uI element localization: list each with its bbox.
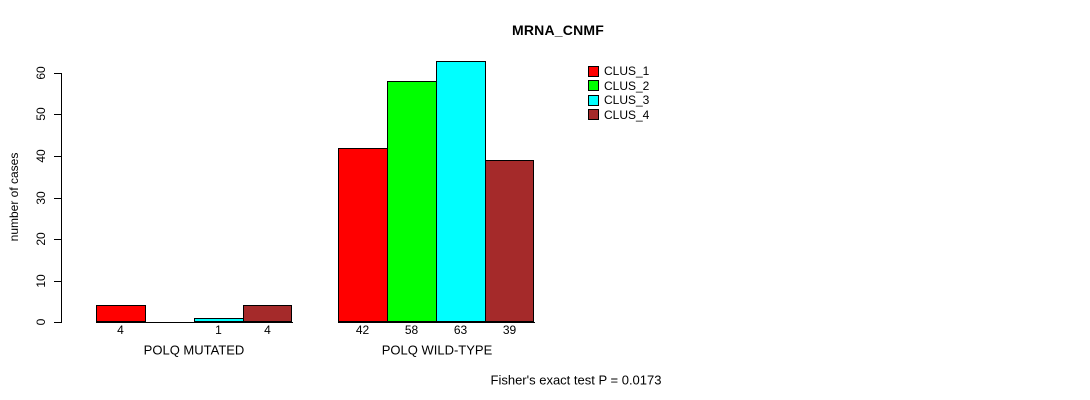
y-tick-label: 40 (34, 149, 48, 163)
y-tick-label: 50 (34, 107, 48, 121)
legend-label: CLUS_4 (604, 107, 650, 122)
legend-label: CLUS_3 (604, 93, 650, 107)
group-baseline (338, 322, 535, 323)
y-tick-label: 60 (34, 66, 48, 80)
legend-swatch-icon (588, 65, 599, 77)
bar-count-label: 4 (117, 323, 124, 337)
bar-count-label: 63 (453, 323, 468, 337)
legend-label: CLUS_1 (604, 64, 650, 78)
bar-count-label: 42 (355, 323, 370, 337)
legend-swatch-icon (588, 109, 599, 120)
y-tick (54, 114, 61, 115)
bar-clus_3-group0 (194, 318, 244, 322)
y-axis-line (61, 73, 62, 323)
bar-count-label: 58 (404, 323, 419, 337)
chart-title: MRNA_CNMF (511, 22, 605, 38)
bar-count-label: 1 (215, 323, 222, 337)
x-group-label-mutated: POLQ MUTATED (143, 342, 245, 358)
group-baseline (96, 322, 293, 323)
legend-row-clus_4: CLUS_4 (588, 108, 649, 122)
y-tick (54, 281, 61, 282)
y-tick-label: 10 (34, 274, 48, 288)
y-tick (54, 198, 61, 199)
y-tick-label: 30 (34, 191, 48, 205)
legend-row-clus_1: CLUS_1 (588, 64, 649, 78)
y-tick-label: 0 (34, 318, 48, 326)
y-tick-label: 20 (34, 232, 48, 246)
legend-swatch-icon (588, 80, 599, 91)
fisher-test-annotation: Fisher's exact test P = 0.0173 (490, 372, 662, 388)
legend-row-clus_3: CLUS_3 (588, 93, 649, 107)
bar-clus_1-group1 (338, 148, 388, 322)
legend-row-clus_2: CLUS_2 (588, 79, 649, 93)
legend: CLUS_1 CLUS_2 CLUS_3 CLUS_4 (588, 64, 649, 122)
y-tick (54, 73, 61, 74)
legend-label: CLUS_2 (604, 78, 650, 93)
legend-swatch-icon (588, 94, 599, 106)
y-axis-title: number of cases (7, 152, 21, 242)
bar-count-label: 4 (264, 323, 271, 337)
bar-clus_3-group1 (436, 61, 486, 322)
x-group-label-wildtype: POLQ WILD-TYPE (381, 342, 493, 358)
bar-clus_1-group0 (96, 305, 146, 322)
bar-clus_4-group1 (485, 160, 534, 322)
y-tick (54, 322, 61, 323)
y-tick (54, 239, 61, 240)
bar-clus_2-group1 (387, 81, 437, 322)
bar-count-label: 39 (502, 323, 517, 337)
bar-clus_4-group0 (243, 305, 292, 322)
y-tick (54, 156, 61, 157)
